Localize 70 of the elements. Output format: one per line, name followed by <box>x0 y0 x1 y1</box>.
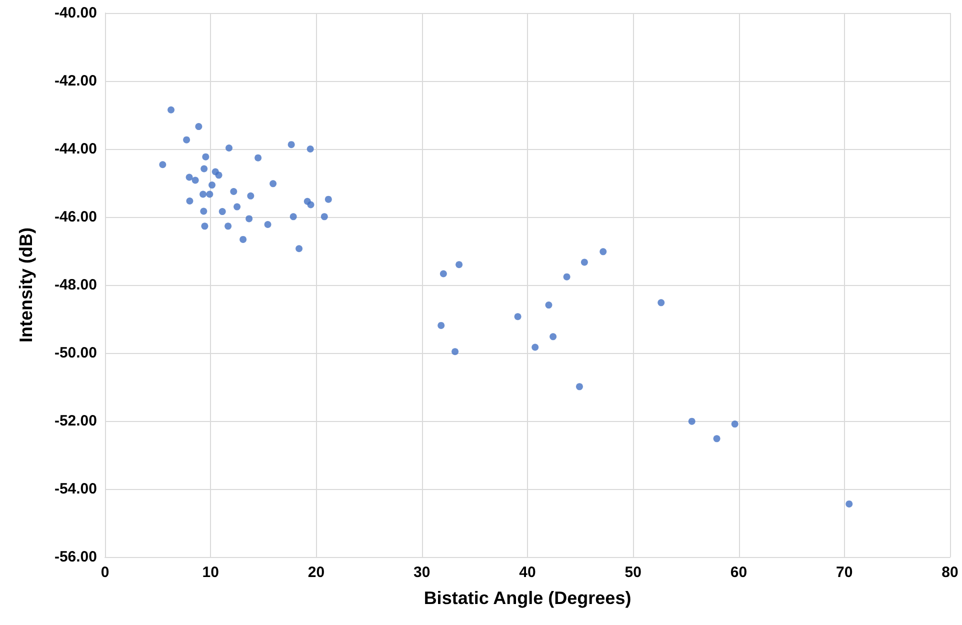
point <box>247 192 254 200</box>
point <box>438 322 445 329</box>
x-tick-label: 40 <box>519 564 536 581</box>
x-tick-label: 70 <box>836 564 853 581</box>
point <box>580 258 588 266</box>
point <box>200 208 208 215</box>
point <box>713 435 720 442</box>
point <box>296 245 303 252</box>
point <box>532 344 539 351</box>
point <box>186 174 193 181</box>
point <box>324 196 332 203</box>
point <box>576 383 583 390</box>
y-tick-label: -46.00 <box>54 208 97 226</box>
point <box>270 180 277 188</box>
point <box>452 348 459 356</box>
point <box>306 146 314 152</box>
point <box>658 299 665 306</box>
point <box>206 190 214 198</box>
y-tick-label: -50.00 <box>54 344 97 362</box>
x-tick-label: 0 <box>100 564 110 581</box>
x-tick-label: 80 <box>942 564 958 581</box>
point <box>168 106 175 114</box>
point <box>290 213 297 220</box>
x-tick-label: 50 <box>624 564 642 581</box>
point <box>200 165 208 172</box>
y-tick-label: -40.00 <box>54 4 97 22</box>
y-axis-title: Intensity (dB) <box>16 228 36 342</box>
point <box>183 136 190 144</box>
point <box>246 215 253 222</box>
point <box>688 418 696 425</box>
point <box>240 236 247 243</box>
x-tick-label: 10 <box>202 564 219 581</box>
x-tick-label: 30 <box>414 564 430 581</box>
point <box>234 203 241 210</box>
y-tick-label: -48.00 <box>54 276 97 294</box>
point <box>440 270 447 278</box>
point <box>186 198 194 205</box>
y-tick-label: -54.00 <box>54 480 97 498</box>
y-tick-label: -42.00 <box>54 72 97 90</box>
point <box>159 161 166 168</box>
point <box>195 123 202 130</box>
point <box>200 190 207 198</box>
y-tick-label: -52.00 <box>54 412 97 430</box>
point <box>202 153 210 160</box>
point <box>226 144 233 152</box>
point <box>456 261 463 268</box>
point <box>563 273 570 280</box>
point <box>307 201 314 208</box>
point <box>731 420 738 428</box>
point <box>550 333 557 340</box>
point <box>230 188 238 195</box>
point <box>600 248 607 256</box>
point <box>264 220 272 228</box>
point <box>320 213 328 220</box>
point <box>514 313 522 320</box>
point <box>201 222 208 230</box>
point <box>215 172 222 179</box>
point <box>224 222 232 230</box>
point <box>288 141 295 148</box>
point <box>846 500 853 508</box>
point <box>192 176 199 184</box>
y-tick-label: -44.00 <box>54 140 97 158</box>
x-tick-label: 20 <box>308 564 325 581</box>
x-axis-title: Bistatic Angle (Degrees) <box>424 588 632 608</box>
point <box>254 154 262 162</box>
point <box>218 208 226 216</box>
y-tick-label: -56.00 <box>54 548 97 566</box>
point <box>208 182 216 189</box>
point <box>545 302 552 309</box>
x-tick-label: 60 <box>730 564 748 581</box>
